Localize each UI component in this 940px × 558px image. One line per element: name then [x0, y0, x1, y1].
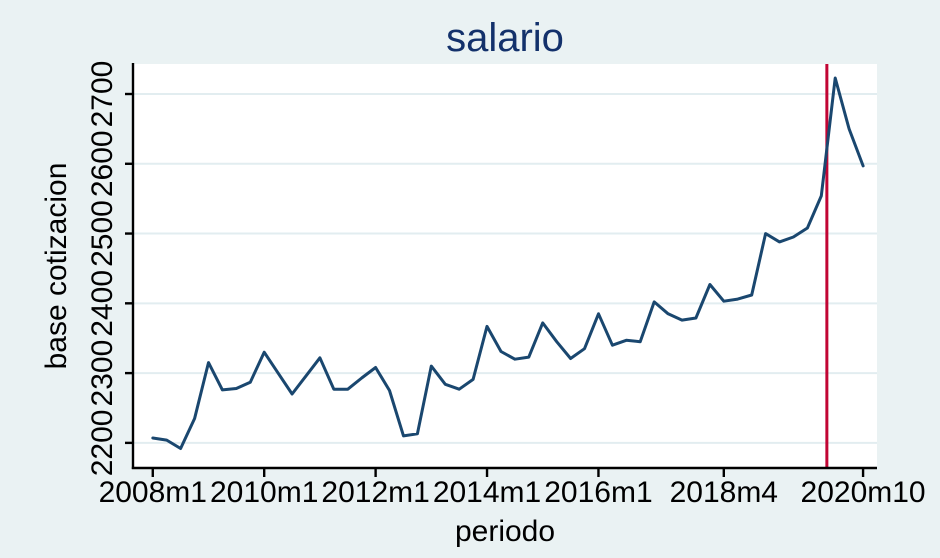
x-tick-label: 2010m1: [210, 476, 318, 509]
x-tick-label: 2014m1: [433, 476, 541, 509]
y-tick-label: 2300: [86, 340, 119, 407]
y-tick-label: 2500: [86, 200, 119, 267]
x-tick-label: 2012m1: [321, 476, 429, 509]
x-tick-label: 2008m1: [99, 476, 207, 509]
x-tick-label: 2020m10: [801, 476, 926, 509]
y-tick-label: 2600: [86, 130, 119, 197]
x-tick-label: 2016m1: [544, 476, 652, 509]
x-axis-ticks: 2008m1 2010m1 2012m1 2014m1 2016m1 2018m4 2020…: [99, 468, 926, 509]
x-tick-label: 2018m4: [670, 476, 778, 509]
salario-series-line: [151, 76, 865, 450]
x-axis-title: periodo: [455, 515, 555, 548]
y-tick-label: 2200: [86, 410, 119, 477]
plot-area: [133, 64, 877, 468]
chart-title: salario: [446, 16, 564, 60]
gridlines: [133, 93, 877, 444]
y-axis-title: base cotizacion: [40, 163, 73, 370]
y-tick-label: 2700: [86, 61, 119, 128]
y-tick-label: 2400: [86, 270, 119, 337]
